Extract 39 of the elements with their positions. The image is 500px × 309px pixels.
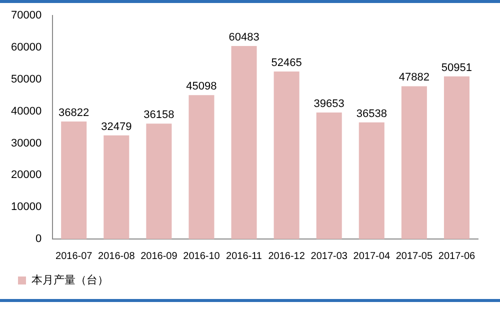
x-tick-label: 2016-07	[56, 250, 93, 262]
x-tick-label: 2016-11	[226, 250, 262, 262]
bar	[444, 76, 470, 239]
x-tick-label: 2017-04	[353, 250, 390, 262]
bar	[316, 112, 342, 239]
x-tick-label: 2017-03	[310, 250, 348, 262]
x-tick-label: 2016-10	[183, 250, 220, 262]
y-tick-label: 20000	[10, 169, 42, 182]
x-tick-label: 2017-06	[438, 250, 476, 262]
data-label: 32479	[101, 120, 132, 133]
data-label: 47882	[398, 72, 430, 84]
data-label: 36538	[356, 108, 387, 120]
x-tick-label: 2016-12	[268, 250, 306, 262]
y-tick-label: 40000	[10, 105, 42, 118]
bar	[231, 46, 257, 239]
data-label: 39653	[314, 98, 344, 110]
x-tick-label: 2016-08	[98, 250, 136, 262]
bar	[274, 72, 300, 239]
bar	[358, 122, 384, 239]
y-tick-label: 0	[35, 233, 42, 246]
data-label: 50951	[441, 62, 472, 74]
y-tick-label: 60000	[10, 42, 42, 54]
bar	[61, 121, 87, 239]
x-tick-label: 2016-09	[140, 250, 178, 262]
data-label: 60483	[228, 32, 260, 44]
y-tick-label: 10000	[10, 201, 42, 214]
x-tick-label: 2017-05	[396, 250, 433, 262]
legend-label: 本月产量（台）	[32, 274, 108, 287]
bar	[104, 135, 130, 239]
data-label: 45098	[186, 80, 217, 93]
data-label: 36822	[58, 107, 90, 120]
y-tick-label: 50000	[10, 73, 42, 86]
data-label: 36158	[144, 109, 174, 122]
data-label: 52465	[271, 57, 302, 70]
y-tick-label: 70000	[10, 10, 42, 22]
bar	[188, 95, 214, 239]
y-tick-label: 30000	[10, 137, 42, 150]
bar	[401, 86, 427, 239]
bar	[146, 124, 172, 239]
